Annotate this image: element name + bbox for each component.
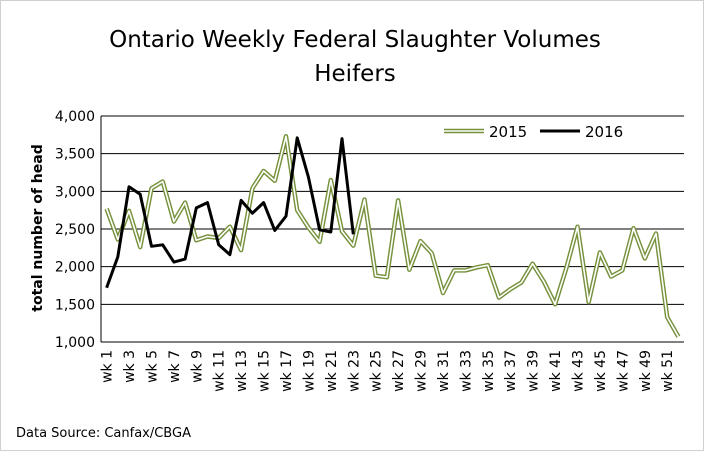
series-lines (104, 134, 681, 338)
x-tick-label: wk 23 (346, 350, 362, 392)
y-tick-label: 2,000 (55, 260, 95, 276)
x-tick-label: wk 11 (212, 350, 228, 392)
x-tick-label: wk 1 (100, 350, 116, 383)
x-tick-label: wk 15 (257, 350, 273, 392)
x-tick-label: wk 17 (279, 350, 295, 392)
legend: 2015 2016 (444, 123, 623, 141)
legend-label: 2015 (489, 123, 527, 141)
x-tick-label: wk 5 (144, 350, 160, 383)
x-tick-label: wk 33 (458, 350, 474, 392)
series-line-2016 (105, 136, 355, 289)
legend-label: 2016 (585, 123, 623, 141)
y-tick-label: 4,000 (55, 109, 95, 125)
x-tick-label: wk 31 (436, 350, 452, 392)
x-tick-label: wk 49 (638, 350, 654, 392)
x-tick-label: wk 21 (324, 350, 340, 392)
x-tick-label: wk 51 (660, 350, 676, 392)
chart-title-line2: Heifers (314, 61, 396, 87)
chart-title-line1: Ontario Weekly Federal Slaughter Volumes (109, 27, 601, 53)
x-tick-label: wk 35 (481, 350, 497, 392)
gridlines (100, 115, 684, 343)
y-axis-label: total number of head (30, 144, 46, 311)
x-tick-label: wk 37 (503, 350, 519, 392)
series-line-2015-inner (105, 135, 680, 338)
x-tick-label: wk 45 (593, 350, 609, 392)
y-tick-label: 1,000 (55, 335, 95, 351)
x-tick-label: wk 27 (391, 350, 407, 392)
x-tick-label: wk 47 (615, 350, 631, 392)
y-tick-label: 3,500 (55, 147, 95, 163)
y-tick-label: 3,000 (55, 184, 95, 200)
x-tick-label: wk 43 (570, 350, 586, 392)
x-tick-label: wk 9 (189, 350, 205, 383)
x-tick-labels: wk 1 wk 3 wk 5 wk 7 wk 9 wk 11 wk 13 wk 15 wk 17… (100, 350, 677, 392)
x-tick-label: wk 29 (414, 350, 430, 392)
x-tick-label: wk 39 (526, 350, 542, 392)
x-tick-label: wk 13 (234, 350, 250, 392)
y-tick-label: 2,500 (55, 222, 95, 238)
x-tick-label: wk 3 (122, 350, 138, 383)
y-tick-label: 1,500 (55, 297, 95, 313)
data-source-note: Data Source: Canfax/CBGA (16, 426, 191, 441)
x-tick-label: wk 7 (167, 350, 183, 383)
x-tick-label: wk 41 (548, 350, 564, 392)
y-tick-labels: 1,000 1,500 2,000 2,500 3,000 3,500 4,000 (55, 109, 95, 351)
x-tick-label: wk 25 (369, 350, 385, 392)
x-tick-label: wk 19 (301, 350, 317, 392)
